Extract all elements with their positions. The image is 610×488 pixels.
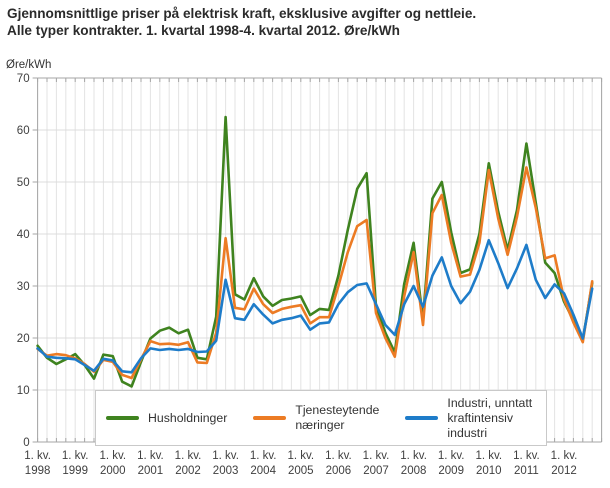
svg-text:1999: 1999 [62,465,88,477]
svg-text:2008: 2008 [401,465,427,477]
svg-text:1. kv.: 1. kv. [475,450,502,462]
svg-text:1. kv.: 1. kv. [62,450,89,462]
svg-text:1. kv.: 1. kv. [99,450,126,462]
svg-text:2011: 2011 [514,465,539,477]
legend-item: Husholdninger [106,411,227,426]
legend-item: Tjenesteytende næringer [253,403,379,433]
legend-line-swatch-blue [405,416,439,420]
svg-text:2002: 2002 [175,465,201,477]
legend-line-swatch-green [106,416,139,420]
svg-text:2004: 2004 [250,465,276,477]
legend-label: Tjenesteytende næringer [295,403,380,433]
svg-text:1. kv.: 1. kv. [250,450,277,462]
svg-text:1. kv.: 1. kv. [400,450,427,462]
legend-line-swatch-orange [253,416,287,420]
y-axis-unit-label: Øre/kWh [6,59,52,71]
svg-text:2012: 2012 [551,465,577,477]
svg-text:1. kv.: 1. kv. [363,450,390,462]
svg-text:1. kv.: 1. kv. [24,450,51,462]
legend-label: Husholdninger [148,410,228,425]
svg-text:2010: 2010 [476,465,502,477]
svg-text:1. kv.: 1. kv. [325,450,352,462]
chart-title: Gjennomsnittlige priser på elektrisk kra… [7,5,603,40]
svg-text:70: 70 [17,73,30,85]
legend-label: Industri, unntatt kraftintensiv industri [447,396,533,440]
svg-text:1. kv.: 1. kv. [551,450,578,462]
svg-text:60: 60 [17,125,30,137]
svg-text:1. kv.: 1. kv. [137,450,164,462]
svg-text:10: 10 [17,385,30,397]
svg-text:2006: 2006 [326,465,352,477]
svg-text:1. kv.: 1. kv. [212,450,239,462]
svg-text:2005: 2005 [288,465,314,477]
svg-text:20: 20 [17,333,30,345]
chart-title-line2: Alle typer kontrakter. 1. kvartal 1998-4… [7,23,400,39]
legend-item: Industri, unntatt kraftintensiv industri [405,396,536,440]
svg-text:1. kv.: 1. kv. [175,450,202,462]
svg-text:2001: 2001 [138,465,164,477]
svg-text:1998: 1998 [25,465,51,477]
chart-title-line1: Gjennomsnittlige priser på elektrisk kra… [7,6,477,21]
svg-text:40: 40 [17,229,30,241]
svg-text:1. kv.: 1. kv. [287,450,314,462]
svg-text:1. kv.: 1. kv. [513,450,540,462]
svg-text:2000: 2000 [100,465,126,477]
svg-text:2003: 2003 [213,465,239,477]
chart-legend: Husholdninger Tjenesteytende næringer In… [95,390,547,447]
svg-text:2007: 2007 [363,465,389,477]
svg-text:2009: 2009 [438,465,464,477]
svg-text:0: 0 [23,437,29,449]
svg-text:1. kv.: 1. kv. [438,450,465,462]
svg-text:50: 50 [17,177,30,189]
svg-text:30: 30 [17,281,30,293]
